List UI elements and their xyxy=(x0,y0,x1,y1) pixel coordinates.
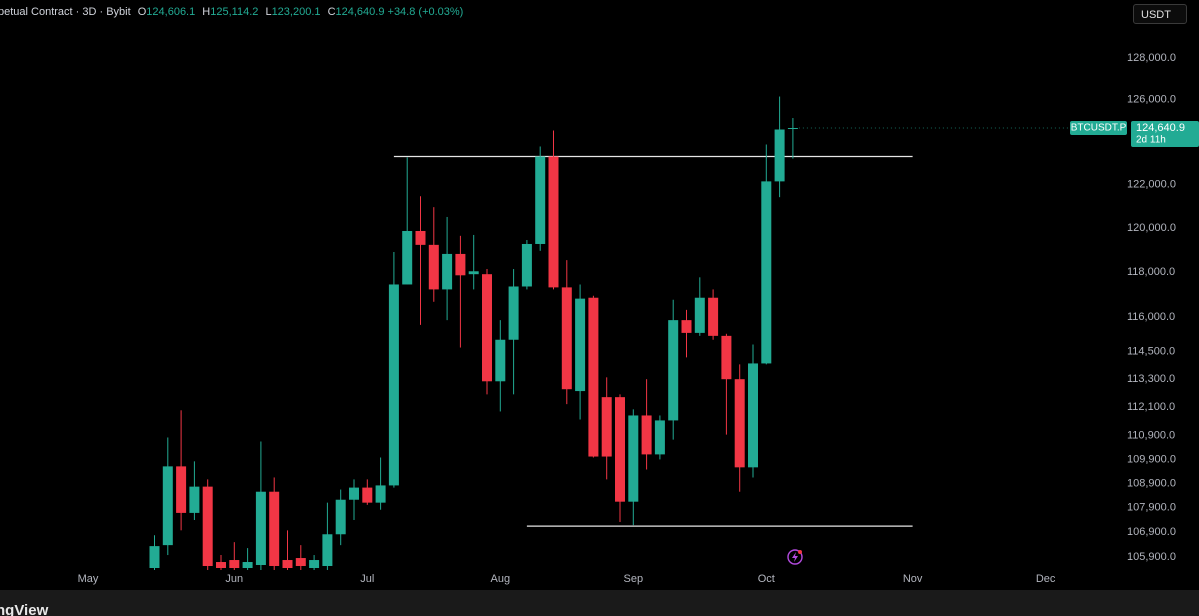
candle-body xyxy=(748,363,758,468)
y-tick-label: 116,000.0 xyxy=(1127,311,1175,323)
currency-button[interactable]: USDT xyxy=(1133,4,1187,24)
candle-body xyxy=(295,558,306,567)
candle-body xyxy=(428,244,439,290)
ohlc-key: C xyxy=(327,6,336,18)
ohlc-value: 123,200.1 xyxy=(271,6,321,18)
candle-body xyxy=(335,499,346,535)
candle-body xyxy=(349,487,359,500)
ohlc-key: L xyxy=(265,6,272,18)
price-tag xyxy=(1131,121,1199,148)
countdown-label: 2d 11h xyxy=(1136,135,1166,146)
candle-body xyxy=(309,560,320,569)
candle-body xyxy=(162,466,173,546)
candle-body xyxy=(654,420,665,455)
y-tick-label: 128,000.0 xyxy=(1127,52,1176,64)
symbol: petual Contract · 3D · Bybit xyxy=(0,6,131,18)
change: +34.8 (+0.03%) xyxy=(387,6,464,18)
y-tick-label: 108,900.0 xyxy=(1127,477,1176,489)
x-tick-label: Jul xyxy=(360,573,374,585)
candle-body xyxy=(402,230,413,285)
candle-body xyxy=(269,491,280,567)
candle-body xyxy=(255,491,266,566)
candle-body xyxy=(468,271,479,275)
candle-body xyxy=(362,487,373,503)
y-tick-label: 126,000.0 xyxy=(1127,93,1176,105)
candle-body xyxy=(322,534,333,567)
candle-body xyxy=(508,286,519,340)
candle-body xyxy=(535,156,546,244)
candle-body xyxy=(521,243,532,287)
candle-body xyxy=(216,562,226,569)
ohlc-key: H xyxy=(202,6,211,18)
candle-body xyxy=(202,486,213,567)
candle-body xyxy=(575,298,586,392)
candle-body xyxy=(388,284,399,486)
y-tick-label: 122,000.0 xyxy=(1127,178,1176,190)
icon-ring xyxy=(787,549,803,565)
y-tick-label: 106,900.0 xyxy=(1127,526,1176,538)
y-tick-label: 113,300.0 xyxy=(1127,373,1175,385)
ohlc-key: O xyxy=(137,6,147,18)
candle-body xyxy=(375,485,386,503)
y-tick-label: 118,000.0 xyxy=(1127,266,1175,278)
candle-body xyxy=(601,397,612,457)
header: petual Contract · 3D · Bybit O124,606.1 … xyxy=(0,6,463,18)
chart: 128,000.0 126,000.0 122,000.0 120,000.0 118,… xyxy=(78,52,1199,585)
candle-body xyxy=(734,379,745,468)
ohlc-value: 124,640.9 xyxy=(335,6,385,18)
candle-body xyxy=(721,335,732,380)
candle-body xyxy=(282,560,293,569)
candle-body xyxy=(442,253,453,290)
candle-body xyxy=(681,320,692,333)
x-tick-label: Jun xyxy=(225,573,243,585)
candle-body xyxy=(628,415,639,502)
y-tick-label: 107,900.0 xyxy=(1127,502,1176,514)
x-tick-label: Nov xyxy=(903,573,923,585)
y-tick-label: 114,500.0 xyxy=(1127,345,1175,357)
ohlc-value: 124,606.1 xyxy=(146,6,196,18)
candle-body xyxy=(761,181,772,364)
symbol-tag xyxy=(1070,121,1127,136)
icon-bolt xyxy=(792,552,798,562)
candle-body xyxy=(694,297,705,333)
y-tick-label: 112,100.0 xyxy=(1127,401,1175,413)
y-tick-label: 105,900.0 xyxy=(1127,551,1176,563)
candle-body xyxy=(668,320,679,421)
candle-body xyxy=(588,297,599,457)
candle-body xyxy=(495,339,506,382)
x-tick-label: Oct xyxy=(758,573,775,585)
lightning-icon[interactable] xyxy=(787,549,803,565)
candle-body xyxy=(561,287,572,390)
footer: ngView xyxy=(0,590,1199,616)
candle-body xyxy=(242,562,253,569)
candle-body xyxy=(774,129,785,182)
candle-body xyxy=(615,397,625,502)
candle-body xyxy=(229,560,240,569)
footer-logo: ngView xyxy=(0,602,49,616)
icon-dot xyxy=(798,550,802,554)
candle-body xyxy=(787,128,798,130)
y-tick-label: 110,900.0 xyxy=(1127,429,1175,441)
candle-body xyxy=(482,274,492,382)
y-tick-label: 109,900.0 xyxy=(1127,453,1176,465)
x-tick-label: Dec xyxy=(1036,573,1056,585)
candle-body xyxy=(189,486,200,513)
candle-body xyxy=(415,230,426,245)
plot-area xyxy=(149,96,913,570)
candle-body xyxy=(548,156,559,288)
ohlc-value: 125,114.2 xyxy=(210,6,259,18)
candle-body xyxy=(149,546,160,569)
x-tick-label: May xyxy=(78,573,99,585)
candle-body xyxy=(641,415,652,455)
x-tick-label: Aug xyxy=(491,573,511,585)
x-tick-label: Sep xyxy=(624,573,644,585)
candle-body xyxy=(708,297,719,336)
y-tick-label: 120,000.0 xyxy=(1127,222,1176,234)
price-tag-label: 124,640.9 xyxy=(1136,122,1185,134)
candle-body xyxy=(176,466,187,513)
symbol-tag-label: BTCUSDT.P xyxy=(1071,123,1127,134)
candle-body xyxy=(455,253,466,276)
